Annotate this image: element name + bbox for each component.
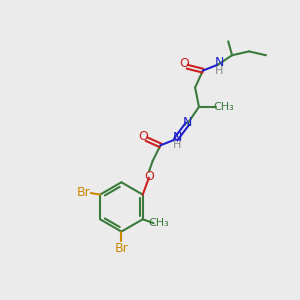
- Text: N: N: [183, 116, 192, 129]
- Text: O: O: [139, 130, 148, 142]
- Text: CH₃: CH₃: [213, 102, 234, 112]
- Text: N: N: [214, 56, 224, 69]
- Text: Br: Br: [76, 186, 90, 199]
- Text: N: N: [173, 131, 182, 144]
- Text: O: O: [179, 57, 189, 70]
- Text: Br: Br: [115, 242, 128, 255]
- Text: O: O: [144, 169, 154, 183]
- Text: CH₃: CH₃: [148, 218, 169, 228]
- Text: H: H: [215, 66, 223, 76]
- Text: H: H: [173, 140, 182, 150]
